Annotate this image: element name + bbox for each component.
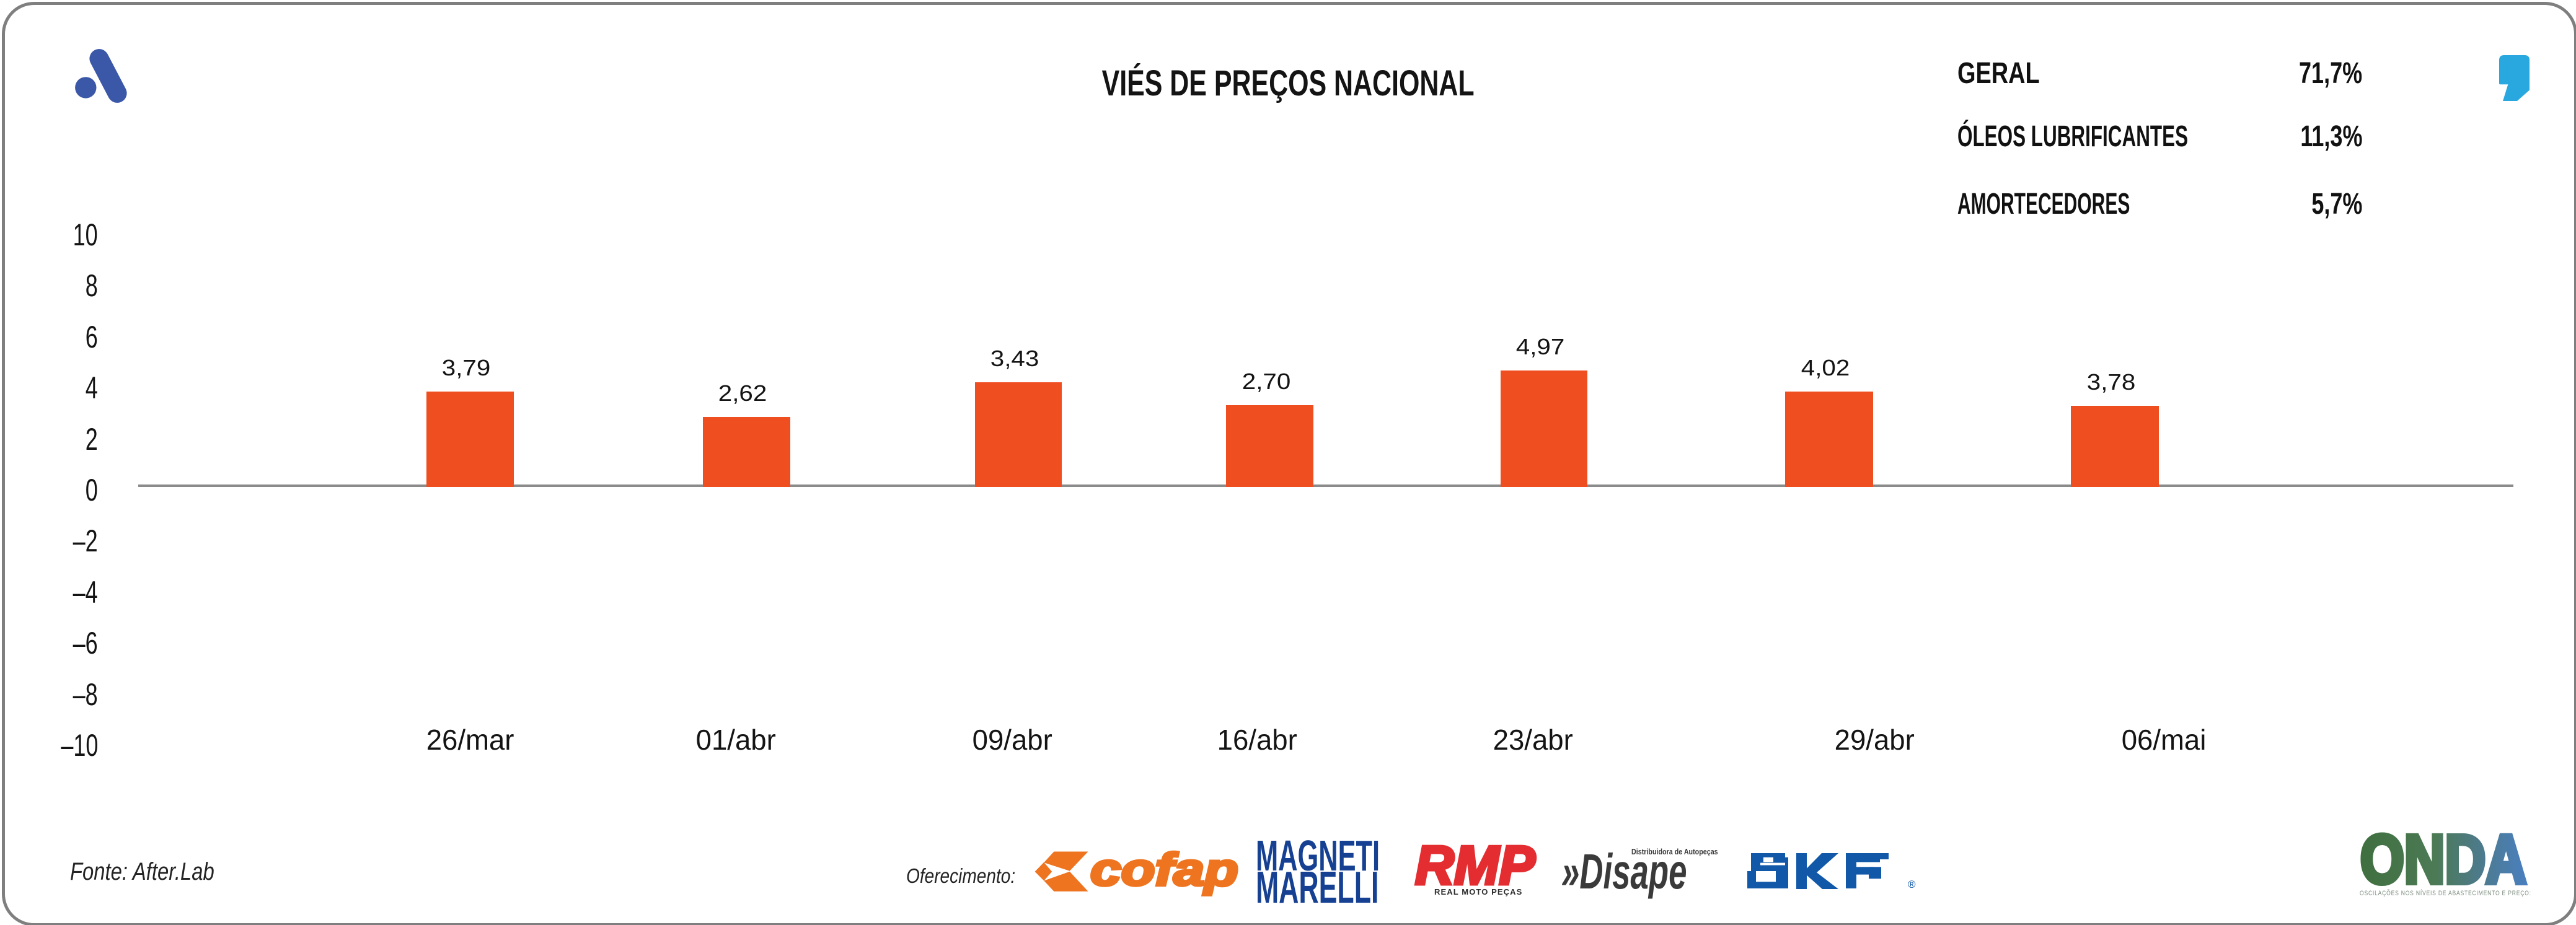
svg-text:ONDA: ONDA [2360, 822, 2526, 898]
